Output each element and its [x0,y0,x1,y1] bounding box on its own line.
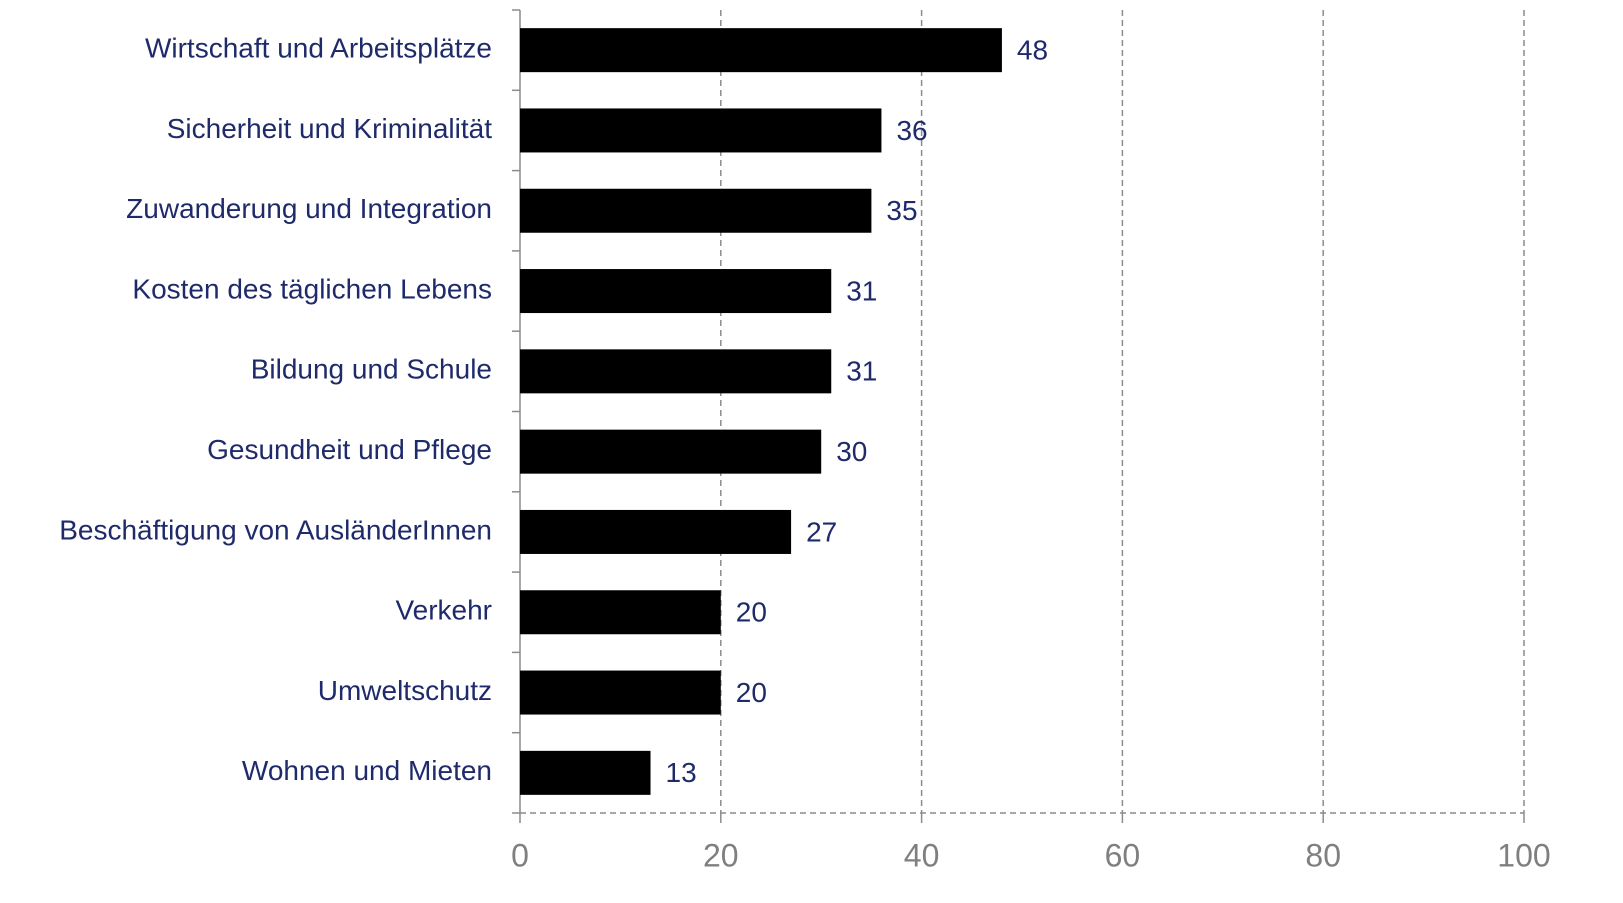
bar [520,590,721,635]
y-tick-label: Verkehr [396,595,493,626]
bar [520,429,822,474]
x-tick-label: 40 [904,837,940,873]
x-tick-label: 80 [1305,837,1341,873]
value-label: 35 [886,195,917,226]
value-label: 36 [896,115,927,146]
x-tick-label: 100 [1497,837,1550,873]
value-label: 27 [806,516,837,547]
y-tick-label: Bildung und Schule [251,354,492,385]
value-label: 13 [666,757,697,788]
value-label: 20 [736,677,767,708]
value-label: 31 [846,275,877,306]
x-tick-label: 60 [1105,837,1141,873]
bar [520,750,651,795]
value-label: 30 [836,436,867,467]
y-tick-label: Wirtschaft und Arbeitsplätze [145,33,492,64]
x-tick-label: 20 [703,837,739,873]
y-tick-label: Gesundheit und Pflege [207,434,492,465]
x-tick-label: 0 [511,837,529,873]
y-tick-label: Wohnen und Mieten [242,755,492,786]
bar [520,349,832,394]
bar [520,108,882,153]
bar [520,28,1002,73]
value-label: 20 [736,597,767,628]
y-tick-label: Beschäftigung von AusländerInnen [59,514,492,545]
y-tick-label: Sicherheit und Kriminalität [167,113,492,144]
bar [520,670,721,715]
value-label: 31 [846,356,877,387]
y-tick-label: Umweltschutz [318,675,492,706]
bar [520,509,792,554]
bar [520,188,872,233]
y-tick-label: Zuwanderung und Integration [126,193,492,224]
value-label: 48 [1017,35,1048,66]
y-tick-label: Kosten des täglichen Lebens [132,273,492,304]
bar [520,269,832,314]
